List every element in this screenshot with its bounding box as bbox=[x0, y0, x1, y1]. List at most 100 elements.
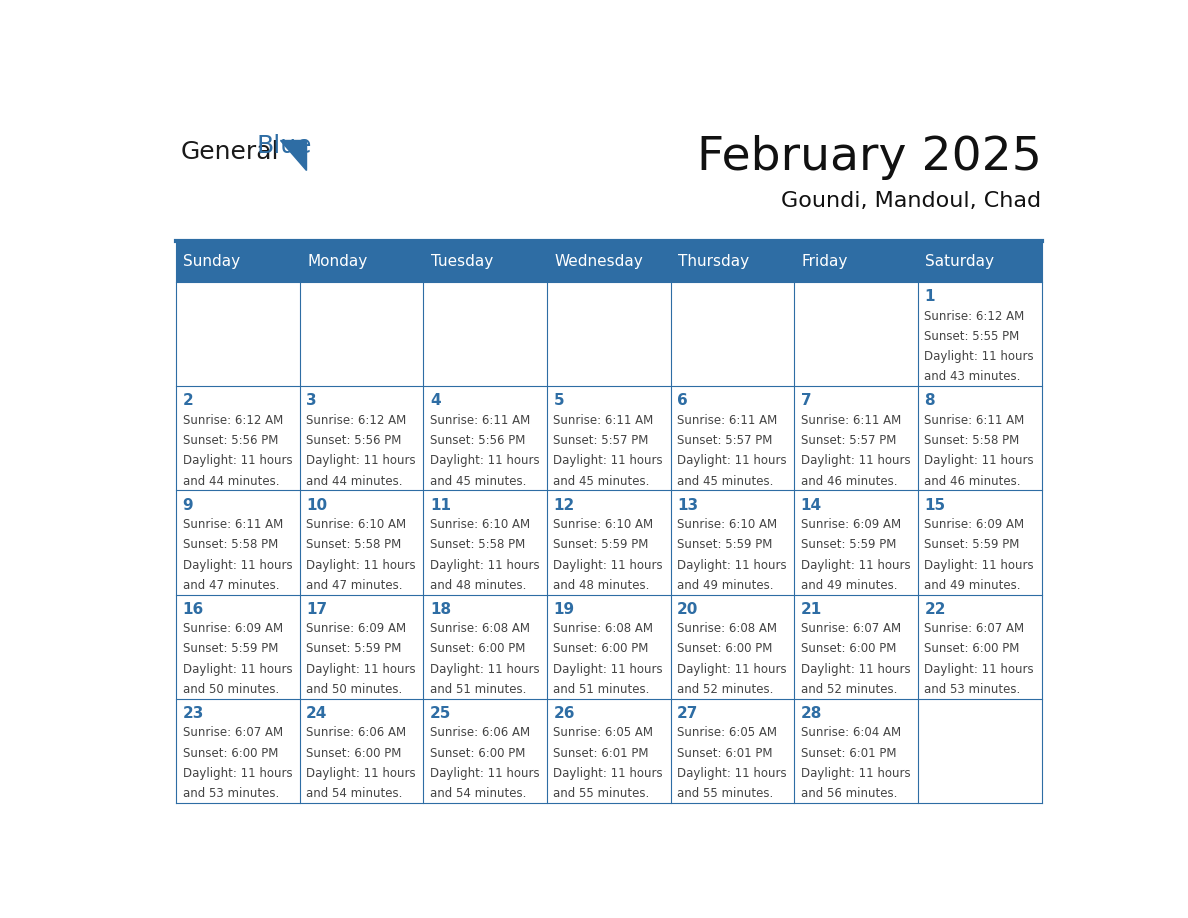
Text: 28: 28 bbox=[801, 706, 822, 721]
Text: Sunrise: 6:08 AM: Sunrise: 6:08 AM bbox=[554, 622, 653, 635]
Text: and 48 minutes.: and 48 minutes. bbox=[554, 579, 650, 592]
Text: and 50 minutes.: and 50 minutes. bbox=[183, 683, 279, 696]
Text: Sunset: 5:56 PM: Sunset: 5:56 PM bbox=[307, 434, 402, 447]
Text: and 51 minutes.: and 51 minutes. bbox=[554, 683, 650, 696]
Text: and 43 minutes.: and 43 minutes. bbox=[924, 371, 1020, 384]
Text: Sunset: 5:57 PM: Sunset: 5:57 PM bbox=[554, 434, 649, 447]
Text: and 45 minutes.: and 45 minutes. bbox=[677, 475, 773, 487]
FancyBboxPatch shape bbox=[671, 699, 795, 803]
Text: 7: 7 bbox=[801, 394, 811, 409]
FancyBboxPatch shape bbox=[671, 386, 795, 490]
Text: 6: 6 bbox=[677, 394, 688, 409]
Text: and 53 minutes.: and 53 minutes. bbox=[924, 683, 1020, 696]
FancyBboxPatch shape bbox=[671, 490, 795, 595]
Text: Sunset: 5:59 PM: Sunset: 5:59 PM bbox=[924, 538, 1019, 551]
Text: 19: 19 bbox=[554, 602, 575, 617]
Text: and 45 minutes.: and 45 minutes. bbox=[554, 475, 650, 487]
FancyBboxPatch shape bbox=[423, 386, 546, 490]
Text: Sunrise: 6:07 AM: Sunrise: 6:07 AM bbox=[183, 726, 283, 739]
Text: and 54 minutes.: and 54 minutes. bbox=[430, 788, 526, 800]
Text: Sunset: 6:00 PM: Sunset: 6:00 PM bbox=[677, 643, 772, 655]
Text: Wednesday: Wednesday bbox=[555, 254, 643, 269]
Text: Sunset: 6:00 PM: Sunset: 6:00 PM bbox=[801, 643, 896, 655]
Text: 11: 11 bbox=[430, 498, 450, 512]
FancyBboxPatch shape bbox=[423, 282, 546, 386]
Text: and 56 minutes.: and 56 minutes. bbox=[801, 788, 897, 800]
Text: Sunrise: 6:10 AM: Sunrise: 6:10 AM bbox=[307, 518, 406, 531]
Text: 22: 22 bbox=[924, 602, 946, 617]
Text: Daylight: 11 hours: Daylight: 11 hours bbox=[677, 558, 786, 572]
Text: General: General bbox=[181, 140, 279, 163]
Text: and 44 minutes.: and 44 minutes. bbox=[183, 475, 279, 487]
Text: Sunset: 5:58 PM: Sunset: 5:58 PM bbox=[924, 434, 1019, 447]
Text: Sunrise: 6:10 AM: Sunrise: 6:10 AM bbox=[430, 518, 530, 531]
Text: Sunrise: 6:05 AM: Sunrise: 6:05 AM bbox=[554, 726, 653, 739]
Text: Sunrise: 6:10 AM: Sunrise: 6:10 AM bbox=[554, 518, 653, 531]
Text: and 46 minutes.: and 46 minutes. bbox=[924, 475, 1020, 487]
Text: Daylight: 11 hours: Daylight: 11 hours bbox=[183, 558, 292, 572]
Text: Sunrise: 6:11 AM: Sunrise: 6:11 AM bbox=[430, 414, 530, 427]
Text: Daylight: 11 hours: Daylight: 11 hours bbox=[307, 558, 416, 572]
Text: and 45 minutes.: and 45 minutes. bbox=[430, 475, 526, 487]
FancyBboxPatch shape bbox=[299, 699, 423, 803]
Text: Sunrise: 6:11 AM: Sunrise: 6:11 AM bbox=[677, 414, 777, 427]
FancyBboxPatch shape bbox=[546, 699, 671, 803]
Text: Sunrise: 6:08 AM: Sunrise: 6:08 AM bbox=[677, 622, 777, 635]
Text: and 50 minutes.: and 50 minutes. bbox=[307, 683, 403, 696]
Text: Sunset: 6:00 PM: Sunset: 6:00 PM bbox=[183, 746, 278, 759]
Text: Saturday: Saturday bbox=[925, 254, 994, 269]
Text: 15: 15 bbox=[924, 498, 946, 512]
Text: Sunrise: 6:09 AM: Sunrise: 6:09 AM bbox=[307, 622, 406, 635]
Text: and 54 minutes.: and 54 minutes. bbox=[307, 788, 403, 800]
Text: 26: 26 bbox=[554, 706, 575, 721]
Text: Sunrise: 6:06 AM: Sunrise: 6:06 AM bbox=[430, 726, 530, 739]
Text: Daylight: 11 hours: Daylight: 11 hours bbox=[307, 663, 416, 676]
Text: Sunset: 6:00 PM: Sunset: 6:00 PM bbox=[430, 643, 525, 655]
Text: Daylight: 11 hours: Daylight: 11 hours bbox=[924, 663, 1034, 676]
Text: Monday: Monday bbox=[308, 254, 367, 269]
FancyBboxPatch shape bbox=[176, 241, 1042, 282]
Text: Daylight: 11 hours: Daylight: 11 hours bbox=[677, 454, 786, 467]
Text: Sunset: 5:59 PM: Sunset: 5:59 PM bbox=[554, 538, 649, 551]
Text: Daylight: 11 hours: Daylight: 11 hours bbox=[801, 454, 910, 467]
Text: Daylight: 11 hours: Daylight: 11 hours bbox=[430, 558, 539, 572]
Text: Sunset: 6:00 PM: Sunset: 6:00 PM bbox=[430, 746, 525, 759]
Text: Daylight: 11 hours: Daylight: 11 hours bbox=[430, 663, 539, 676]
FancyBboxPatch shape bbox=[299, 282, 423, 386]
Text: Daylight: 11 hours: Daylight: 11 hours bbox=[924, 454, 1034, 467]
Text: Daylight: 11 hours: Daylight: 11 hours bbox=[430, 454, 539, 467]
Text: Sunrise: 6:12 AM: Sunrise: 6:12 AM bbox=[183, 414, 283, 427]
FancyBboxPatch shape bbox=[546, 386, 671, 490]
Text: 13: 13 bbox=[677, 498, 699, 512]
Text: and 46 minutes.: and 46 minutes. bbox=[801, 475, 897, 487]
Text: Sunrise: 6:08 AM: Sunrise: 6:08 AM bbox=[430, 622, 530, 635]
Polygon shape bbox=[280, 140, 307, 170]
Text: Daylight: 11 hours: Daylight: 11 hours bbox=[307, 767, 416, 780]
Text: 5: 5 bbox=[554, 394, 564, 409]
Text: and 47 minutes.: and 47 minutes. bbox=[183, 579, 279, 592]
Text: Sunrise: 6:11 AM: Sunrise: 6:11 AM bbox=[554, 414, 653, 427]
FancyBboxPatch shape bbox=[299, 595, 423, 699]
Text: Daylight: 11 hours: Daylight: 11 hours bbox=[183, 454, 292, 467]
Text: 9: 9 bbox=[183, 498, 194, 512]
Text: Sunrise: 6:07 AM: Sunrise: 6:07 AM bbox=[924, 622, 1024, 635]
Text: 27: 27 bbox=[677, 706, 699, 721]
FancyBboxPatch shape bbox=[795, 595, 918, 699]
Text: 16: 16 bbox=[183, 602, 204, 617]
Text: Daylight: 11 hours: Daylight: 11 hours bbox=[430, 767, 539, 780]
Text: 1: 1 bbox=[924, 289, 935, 304]
Text: Sunset: 5:59 PM: Sunset: 5:59 PM bbox=[801, 538, 896, 551]
Text: Sunset: 5:58 PM: Sunset: 5:58 PM bbox=[430, 538, 525, 551]
Text: Sunrise: 6:12 AM: Sunrise: 6:12 AM bbox=[307, 414, 406, 427]
Text: and 52 minutes.: and 52 minutes. bbox=[801, 683, 897, 696]
Text: 18: 18 bbox=[430, 602, 451, 617]
Text: Sunset: 5:59 PM: Sunset: 5:59 PM bbox=[677, 538, 772, 551]
Text: Sunrise: 6:11 AM: Sunrise: 6:11 AM bbox=[924, 414, 1024, 427]
Text: and 55 minutes.: and 55 minutes. bbox=[677, 788, 773, 800]
Text: Sunset: 5:58 PM: Sunset: 5:58 PM bbox=[183, 538, 278, 551]
Text: Sunrise: 6:04 AM: Sunrise: 6:04 AM bbox=[801, 726, 901, 739]
Text: Daylight: 11 hours: Daylight: 11 hours bbox=[554, 558, 663, 572]
Text: 20: 20 bbox=[677, 602, 699, 617]
Text: Sunrise: 6:12 AM: Sunrise: 6:12 AM bbox=[924, 309, 1024, 322]
Text: Sunset: 5:59 PM: Sunset: 5:59 PM bbox=[307, 643, 402, 655]
